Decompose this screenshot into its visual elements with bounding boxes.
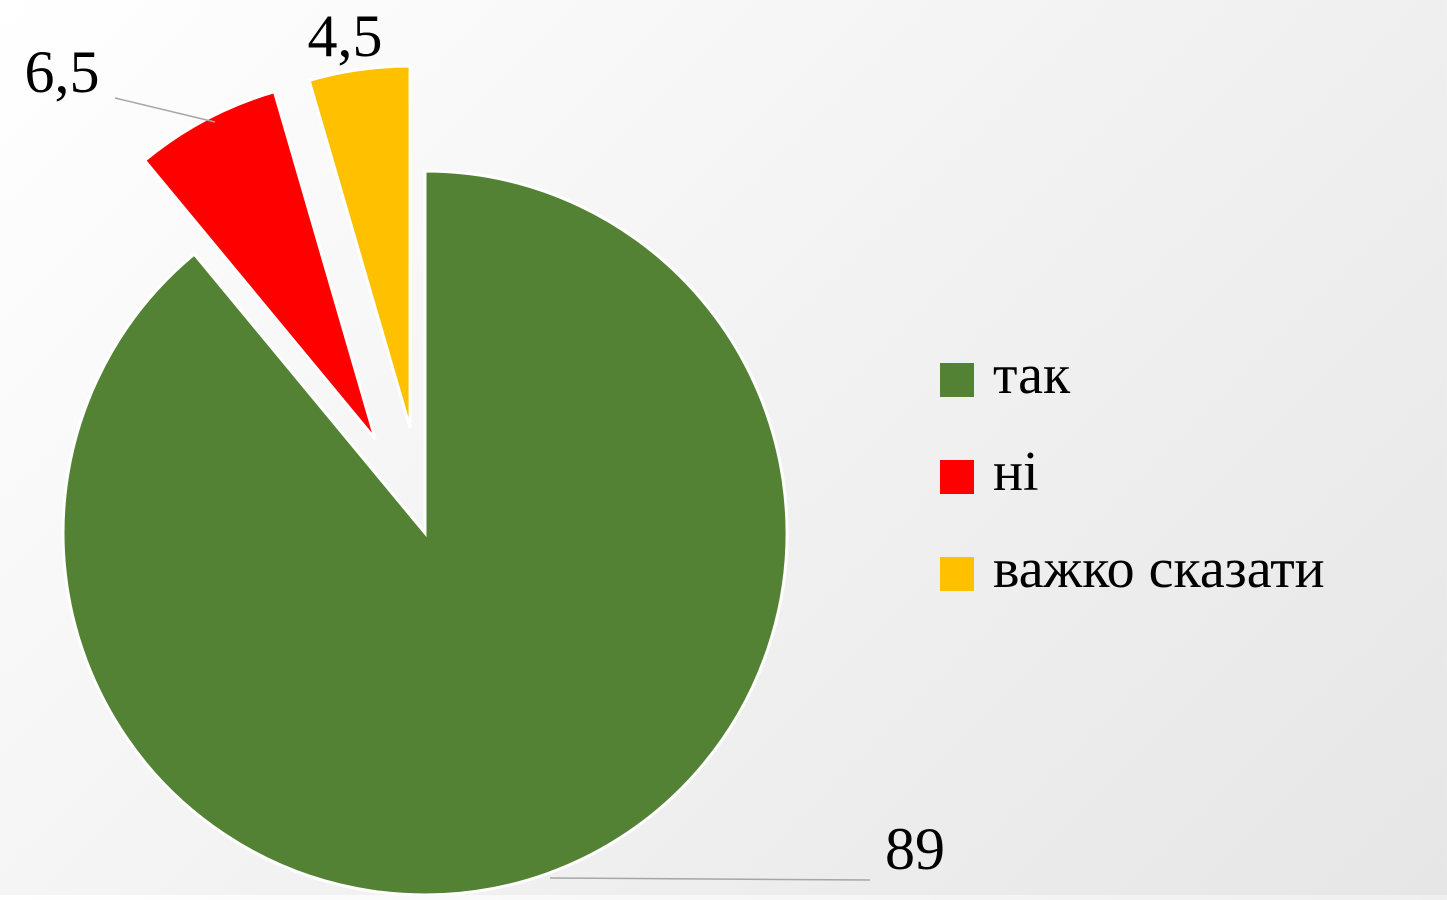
pie-slice [61, 169, 789, 897]
data-label: 6,5 [25, 39, 100, 105]
legend-swatch [940, 557, 974, 591]
legend-swatch [940, 460, 974, 494]
legend-label: важко сказати [993, 538, 1325, 600]
legend-label: ні [993, 441, 1039, 503]
pie-slice [307, 64, 412, 429]
leader-line [549, 877, 871, 881]
data-label: 89 [885, 816, 945, 882]
legend-label: так [993, 344, 1071, 406]
data-label: 4,5 [308, 3, 383, 69]
leader-line [114, 97, 216, 123]
legend-swatch [940, 363, 974, 397]
